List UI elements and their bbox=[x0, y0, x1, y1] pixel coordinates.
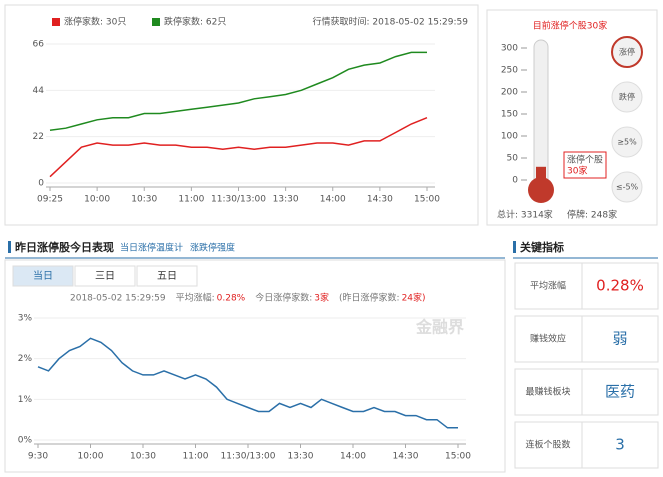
button[interactable] bbox=[611, 81, 643, 113]
y-tick-label: 44 bbox=[33, 86, 45, 96]
panel bbox=[4, 259, 506, 473]
legend-label: 跌停家数: 62只 bbox=[164, 16, 226, 28]
metric-label: 最赚钱板块 bbox=[525, 386, 570, 398]
y-tick-label: 0% bbox=[18, 436, 33, 446]
metric-value: 3 bbox=[615, 436, 625, 454]
y-tick-label: 3% bbox=[18, 314, 33, 324]
x-tick-label: 15:00 bbox=[414, 195, 440, 205]
y-tick-label: 2% bbox=[18, 354, 33, 364]
tooltip-line: 30家 bbox=[567, 165, 587, 177]
info-text: 0.28% bbox=[217, 294, 246, 304]
x-tick-label: 10:00 bbox=[78, 452, 104, 462]
x-tick-label: 14:30 bbox=[393, 452, 419, 462]
button-label[interactable]: ≤-5% bbox=[616, 183, 639, 192]
info-text: (昨日涨停家数: bbox=[339, 292, 400, 304]
metric-label: 连板个股数 bbox=[525, 439, 570, 451]
info-text: 平均涨幅: bbox=[176, 292, 215, 304]
thermo-title: 目前涨停个股30家 bbox=[533, 20, 607, 32]
button-label[interactable]: 跌停 bbox=[619, 92, 635, 102]
button-label[interactable]: 涨停 bbox=[619, 47, 635, 57]
y-tick-label: 1% bbox=[18, 395, 33, 405]
section-title: 关键指标 bbox=[520, 240, 564, 254]
watermark: 金融界 bbox=[415, 318, 464, 337]
tab-label[interactable]: 五日 bbox=[157, 271, 177, 282]
button-label[interactable]: ≥5% bbox=[617, 138, 637, 147]
x-tick-label: 11:00 bbox=[178, 195, 204, 205]
footer: 总计: 3314家 bbox=[497, 209, 553, 221]
tab[interactable] bbox=[12, 265, 74, 287]
link[interactable]: 涨跌停强度 bbox=[190, 242, 235, 254]
y-tick-label: 200 bbox=[501, 88, 518, 98]
x-tick-label: 10:30 bbox=[130, 452, 156, 462]
info-text: 24家) bbox=[402, 292, 426, 304]
x-tick-label: 13:30 bbox=[288, 452, 314, 462]
metric-box bbox=[514, 262, 659, 310]
y-tick-label: 100 bbox=[501, 132, 518, 142]
metric-box bbox=[514, 315, 659, 363]
timestamp: 行情获取时间: 2018-05-02 15:29:59 bbox=[313, 16, 469, 28]
y-tick-label: 300 bbox=[501, 44, 518, 54]
series-line bbox=[49, 51, 427, 132]
metric-box bbox=[514, 421, 659, 469]
metric-value: 0.28% bbox=[596, 277, 644, 295]
metric-label: 平均涨幅 bbox=[530, 280, 566, 292]
y-tick-label: 250 bbox=[501, 66, 518, 76]
x-tick-label: 11:30/13:00 bbox=[211, 195, 266, 205]
button[interactable] bbox=[611, 36, 643, 68]
marker bbox=[8, 241, 11, 253]
button[interactable] bbox=[611, 171, 643, 203]
x-tick-label: 9:30 bbox=[28, 452, 48, 462]
x-tick-label: 14:30 bbox=[367, 195, 393, 205]
footer: 停牌: 248家 bbox=[567, 209, 617, 221]
legend-swatch bbox=[152, 18, 160, 26]
tab-label[interactable]: 当日 bbox=[33, 269, 53, 282]
metric-label: 赚钱效应 bbox=[530, 333, 566, 345]
link[interactable]: 当日涨停温度计 bbox=[120, 242, 183, 254]
x-tick-label: 11:30/13:00 bbox=[221, 452, 276, 462]
x-tick-label: 15:00 bbox=[445, 452, 471, 462]
section-title: 昨日涨停股今日表现 bbox=[15, 240, 114, 254]
marker bbox=[513, 241, 516, 253]
metric-box bbox=[514, 368, 659, 416]
info-text: 3家 bbox=[314, 292, 329, 304]
legend-label: 涨停家数: 30只 bbox=[64, 16, 126, 28]
y-tick-label: 150 bbox=[501, 110, 518, 120]
info-text: 2018-05-02 15:29:59 bbox=[70, 294, 166, 304]
legend-swatch bbox=[52, 18, 60, 26]
x-tick-label: 11:00 bbox=[183, 452, 209, 462]
tooltip-line: 涨停个股 bbox=[567, 154, 603, 166]
tab-label[interactable]: 三日 bbox=[95, 271, 115, 282]
x-tick-label: 09:25 bbox=[37, 195, 63, 205]
bulb bbox=[528, 177, 554, 203]
info-text: 今日涨停家数: bbox=[255, 292, 312, 304]
x-tick-label: 10:00 bbox=[84, 195, 110, 205]
tab[interactable] bbox=[136, 265, 198, 287]
y-tick-label: 22 bbox=[33, 132, 44, 142]
metric-value: 弱 bbox=[612, 330, 627, 348]
metric-value: 医药 bbox=[605, 383, 635, 401]
x-tick-label: 14:00 bbox=[320, 195, 346, 205]
button[interactable] bbox=[611, 126, 643, 158]
y-tick-label: 0 bbox=[512, 176, 518, 186]
y-tick-label: 50 bbox=[507, 154, 519, 164]
tab[interactable] bbox=[74, 265, 136, 287]
x-tick-label: 14:00 bbox=[340, 452, 366, 462]
series-line bbox=[49, 117, 428, 178]
y-tick-label: 66 bbox=[33, 40, 45, 50]
series-line bbox=[37, 337, 458, 429]
y-tick-label: 0 bbox=[38, 179, 44, 189]
tooltip bbox=[563, 151, 607, 179]
panel bbox=[4, 4, 479, 226]
x-tick-label: 13:30 bbox=[273, 195, 299, 205]
x-tick-label: 10:30 bbox=[131, 195, 157, 205]
